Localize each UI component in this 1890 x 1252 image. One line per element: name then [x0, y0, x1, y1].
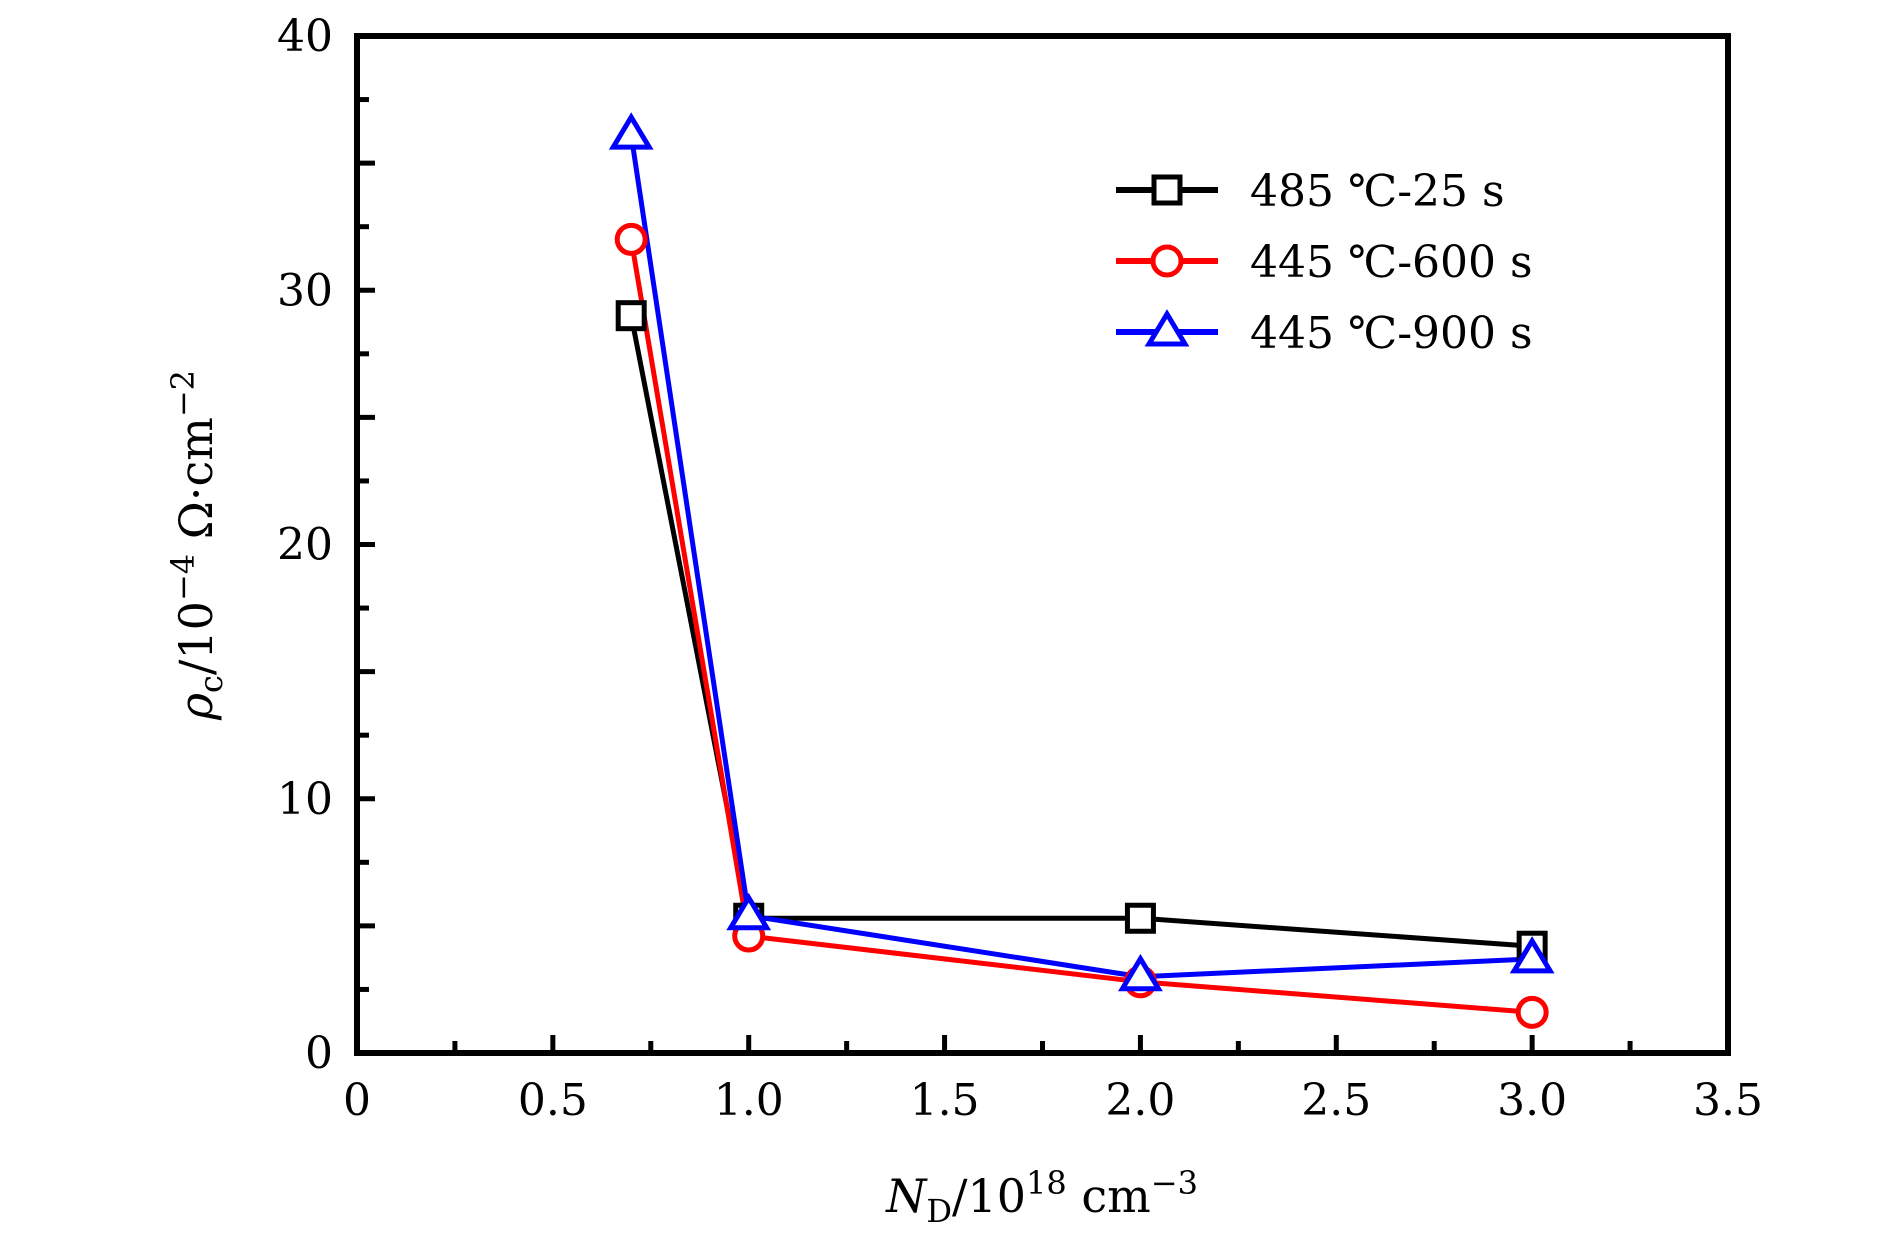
legend: 485 ℃-25 s 445 ℃-600 s 445 ℃-900 s: [1116, 166, 1533, 359]
x-tick-label: 2.5: [1301, 1075, 1371, 1126]
legend-label: 445 ℃-600 s: [1250, 237, 1533, 288]
plot-frame: [354, 33, 1731, 1056]
series-line-3: [628, 134, 1533, 980]
x-tick-label: 0: [343, 1075, 371, 1126]
legend-marker-triangle: [1144, 309, 1190, 347]
x-tick-label: 3.5: [1693, 1075, 1763, 1126]
legend-label: 445 ℃-900 s: [1250, 308, 1533, 359]
data-point-circle: [614, 222, 648, 256]
legend-marker-square: [1151, 174, 1183, 206]
legend-entry: 445 ℃-900 s: [1116, 308, 1533, 359]
data-point-triangle: [726, 892, 772, 931]
x-tick-label: 1.0: [714, 1075, 784, 1126]
y-tick-label: 30: [277, 265, 333, 316]
y-tick-label: 40: [277, 11, 333, 62]
tick-labels: 0 0.5 1.0 1.5 2.0 2.5 3.0 3.5 0 10 20 30 40: [277, 11, 1763, 1126]
data-point-square: [1124, 902, 1156, 934]
y-tick-label: 10: [277, 774, 333, 825]
x-tick-label: 0.5: [518, 1075, 588, 1126]
data-point-square: [615, 300, 647, 332]
x-tick-label: 2.0: [1105, 1075, 1175, 1126]
data-point-triangle: [608, 112, 654, 150]
data-point-triangle: [1118, 953, 1163, 992]
series-lines: [628, 134, 1533, 1015]
legend-entry: 485 ℃-25 s: [1116, 166, 1505, 217]
data-point-circle: [1515, 995, 1549, 1029]
y-tick-label: 0: [305, 1028, 333, 1079]
legend-marker-circle: [1150, 244, 1184, 278]
y-tick-label: 20: [277, 520, 333, 571]
y-axis-label: ρc/10−4 Ω·cm−2: [164, 370, 230, 721]
x-tick-label: 1.5: [910, 1075, 980, 1126]
legend-label: 485 ℃-25 s: [1250, 166, 1505, 217]
data-point-triangle: [1509, 936, 1555, 974]
series-line-1: [628, 315, 1533, 949]
series-line-2: [628, 238, 1533, 1015]
legend-entry: 445 ℃-600 s: [1116, 237, 1533, 288]
series-markers: [608, 112, 1555, 1029]
x-tick-label: 3.0: [1497, 1075, 1567, 1126]
x-axis-label: ND/1018 cm−3: [885, 1164, 1198, 1230]
